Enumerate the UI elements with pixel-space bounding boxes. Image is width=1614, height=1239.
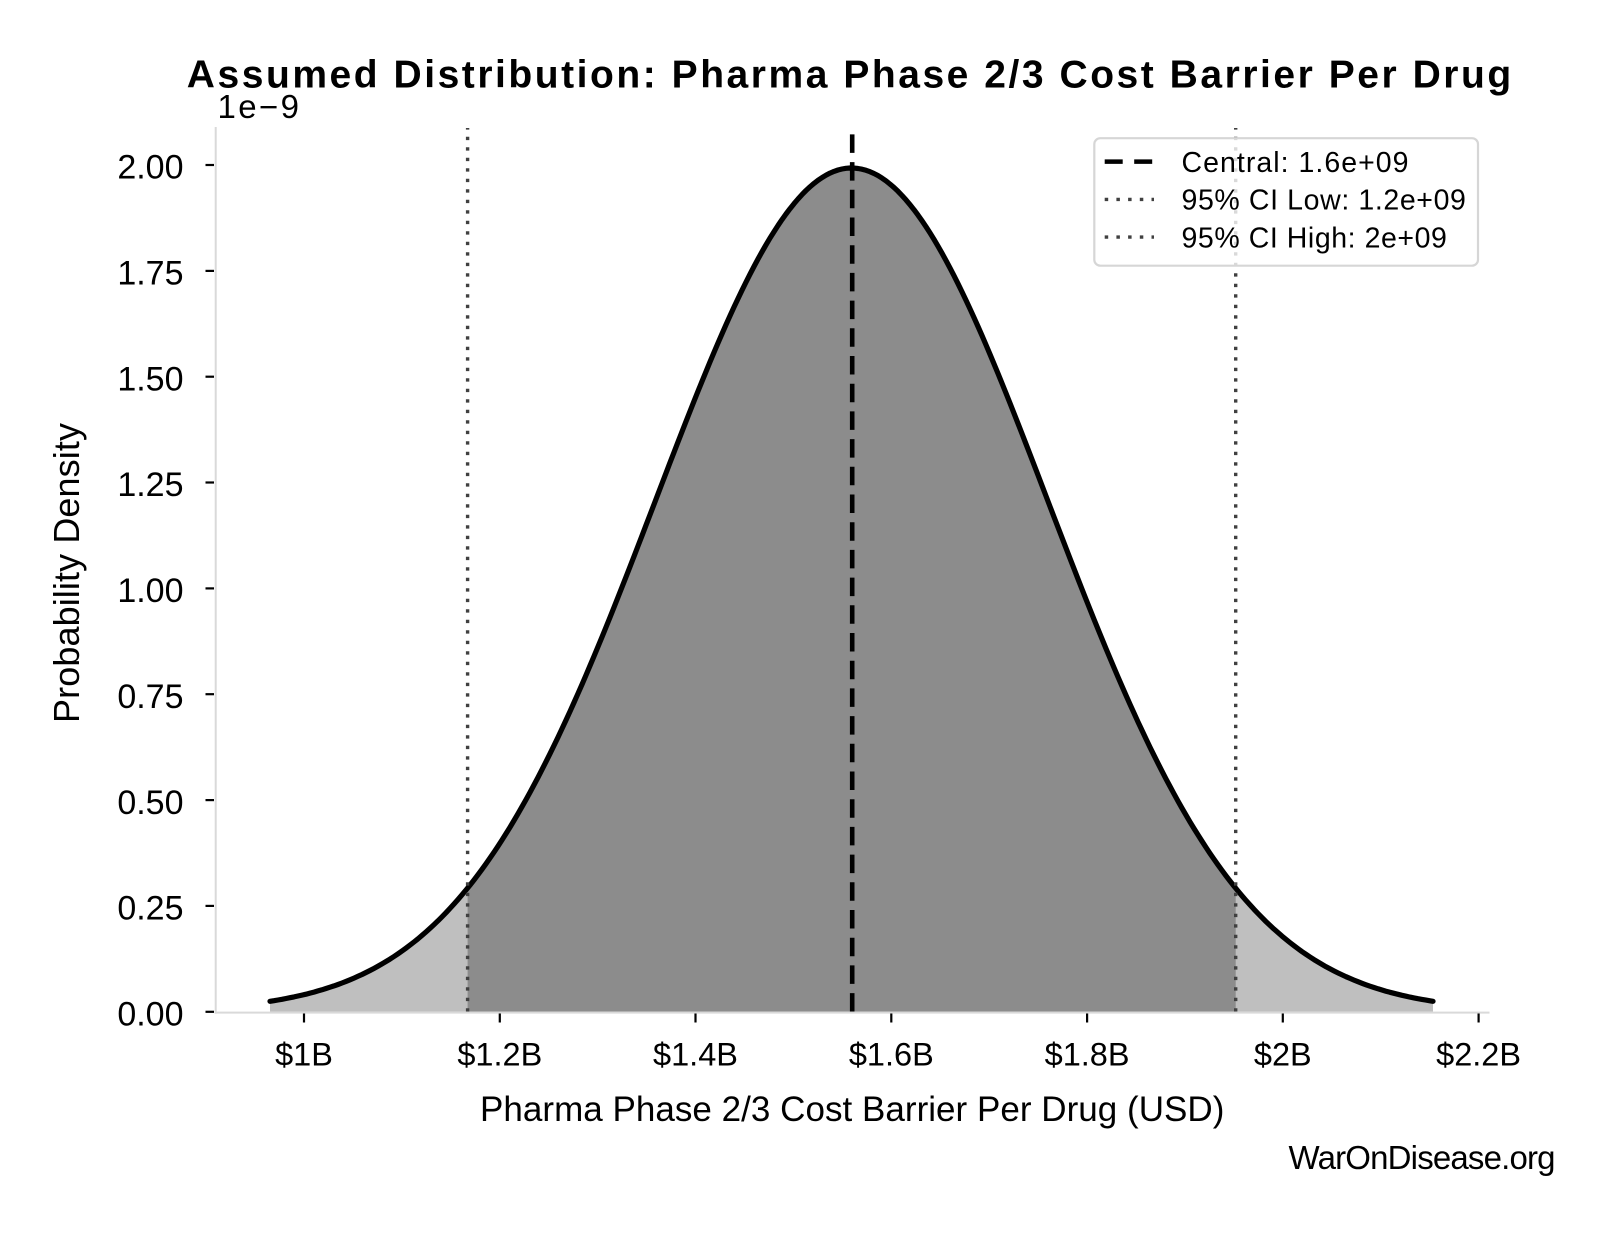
svg-text:$1.4B: $1.4B (653, 1037, 738, 1073)
svg-text:1.75: 1.75 (117, 255, 183, 293)
svg-text:1e−9: 1e−9 (218, 88, 300, 125)
svg-text:1.25: 1.25 (117, 466, 183, 504)
svg-text:Probability Density: Probability Density (46, 423, 87, 723)
svg-text:$2.2B: $2.2B (1436, 1037, 1521, 1073)
svg-text:WarOnDisease.org: WarOnDisease.org (1289, 1139, 1556, 1176)
svg-text:$1.8B: $1.8B (1045, 1037, 1130, 1073)
svg-text:Pharma Phase 2/3 Cost Barrier: Pharma Phase 2/3 Cost Barrier Per Drug (… (480, 1090, 1224, 1129)
svg-text:$1.2B: $1.2B (457, 1037, 542, 1073)
svg-text:Assumed Distribution: Pharma P: Assumed Distribution: Pharma Phase 2/3 C… (187, 54, 1511, 97)
svg-text:0.25: 0.25 (117, 890, 183, 928)
svg-text:1.00: 1.00 (117, 572, 183, 610)
svg-text:0.00: 0.00 (117, 996, 183, 1034)
svg-text:95% CI Low: 1.2e+09: 95% CI Low: 1.2e+09 (1182, 185, 1466, 217)
svg-text:1.50: 1.50 (117, 360, 183, 398)
svg-text:$1.6B: $1.6B (849, 1037, 934, 1073)
svg-text:Central: 1.6e+09: Central: 1.6e+09 (1182, 147, 1409, 179)
svg-text:$1B: $1B (275, 1037, 333, 1073)
svg-text:$2B: $2B (1254, 1037, 1312, 1073)
svg-text:2.00: 2.00 (117, 149, 183, 187)
svg-text:0.75: 0.75 (117, 678, 183, 716)
svg-text:0.50: 0.50 (117, 784, 183, 822)
svg-text:95% CI High: 2e+09: 95% CI High: 2e+09 (1182, 222, 1447, 254)
